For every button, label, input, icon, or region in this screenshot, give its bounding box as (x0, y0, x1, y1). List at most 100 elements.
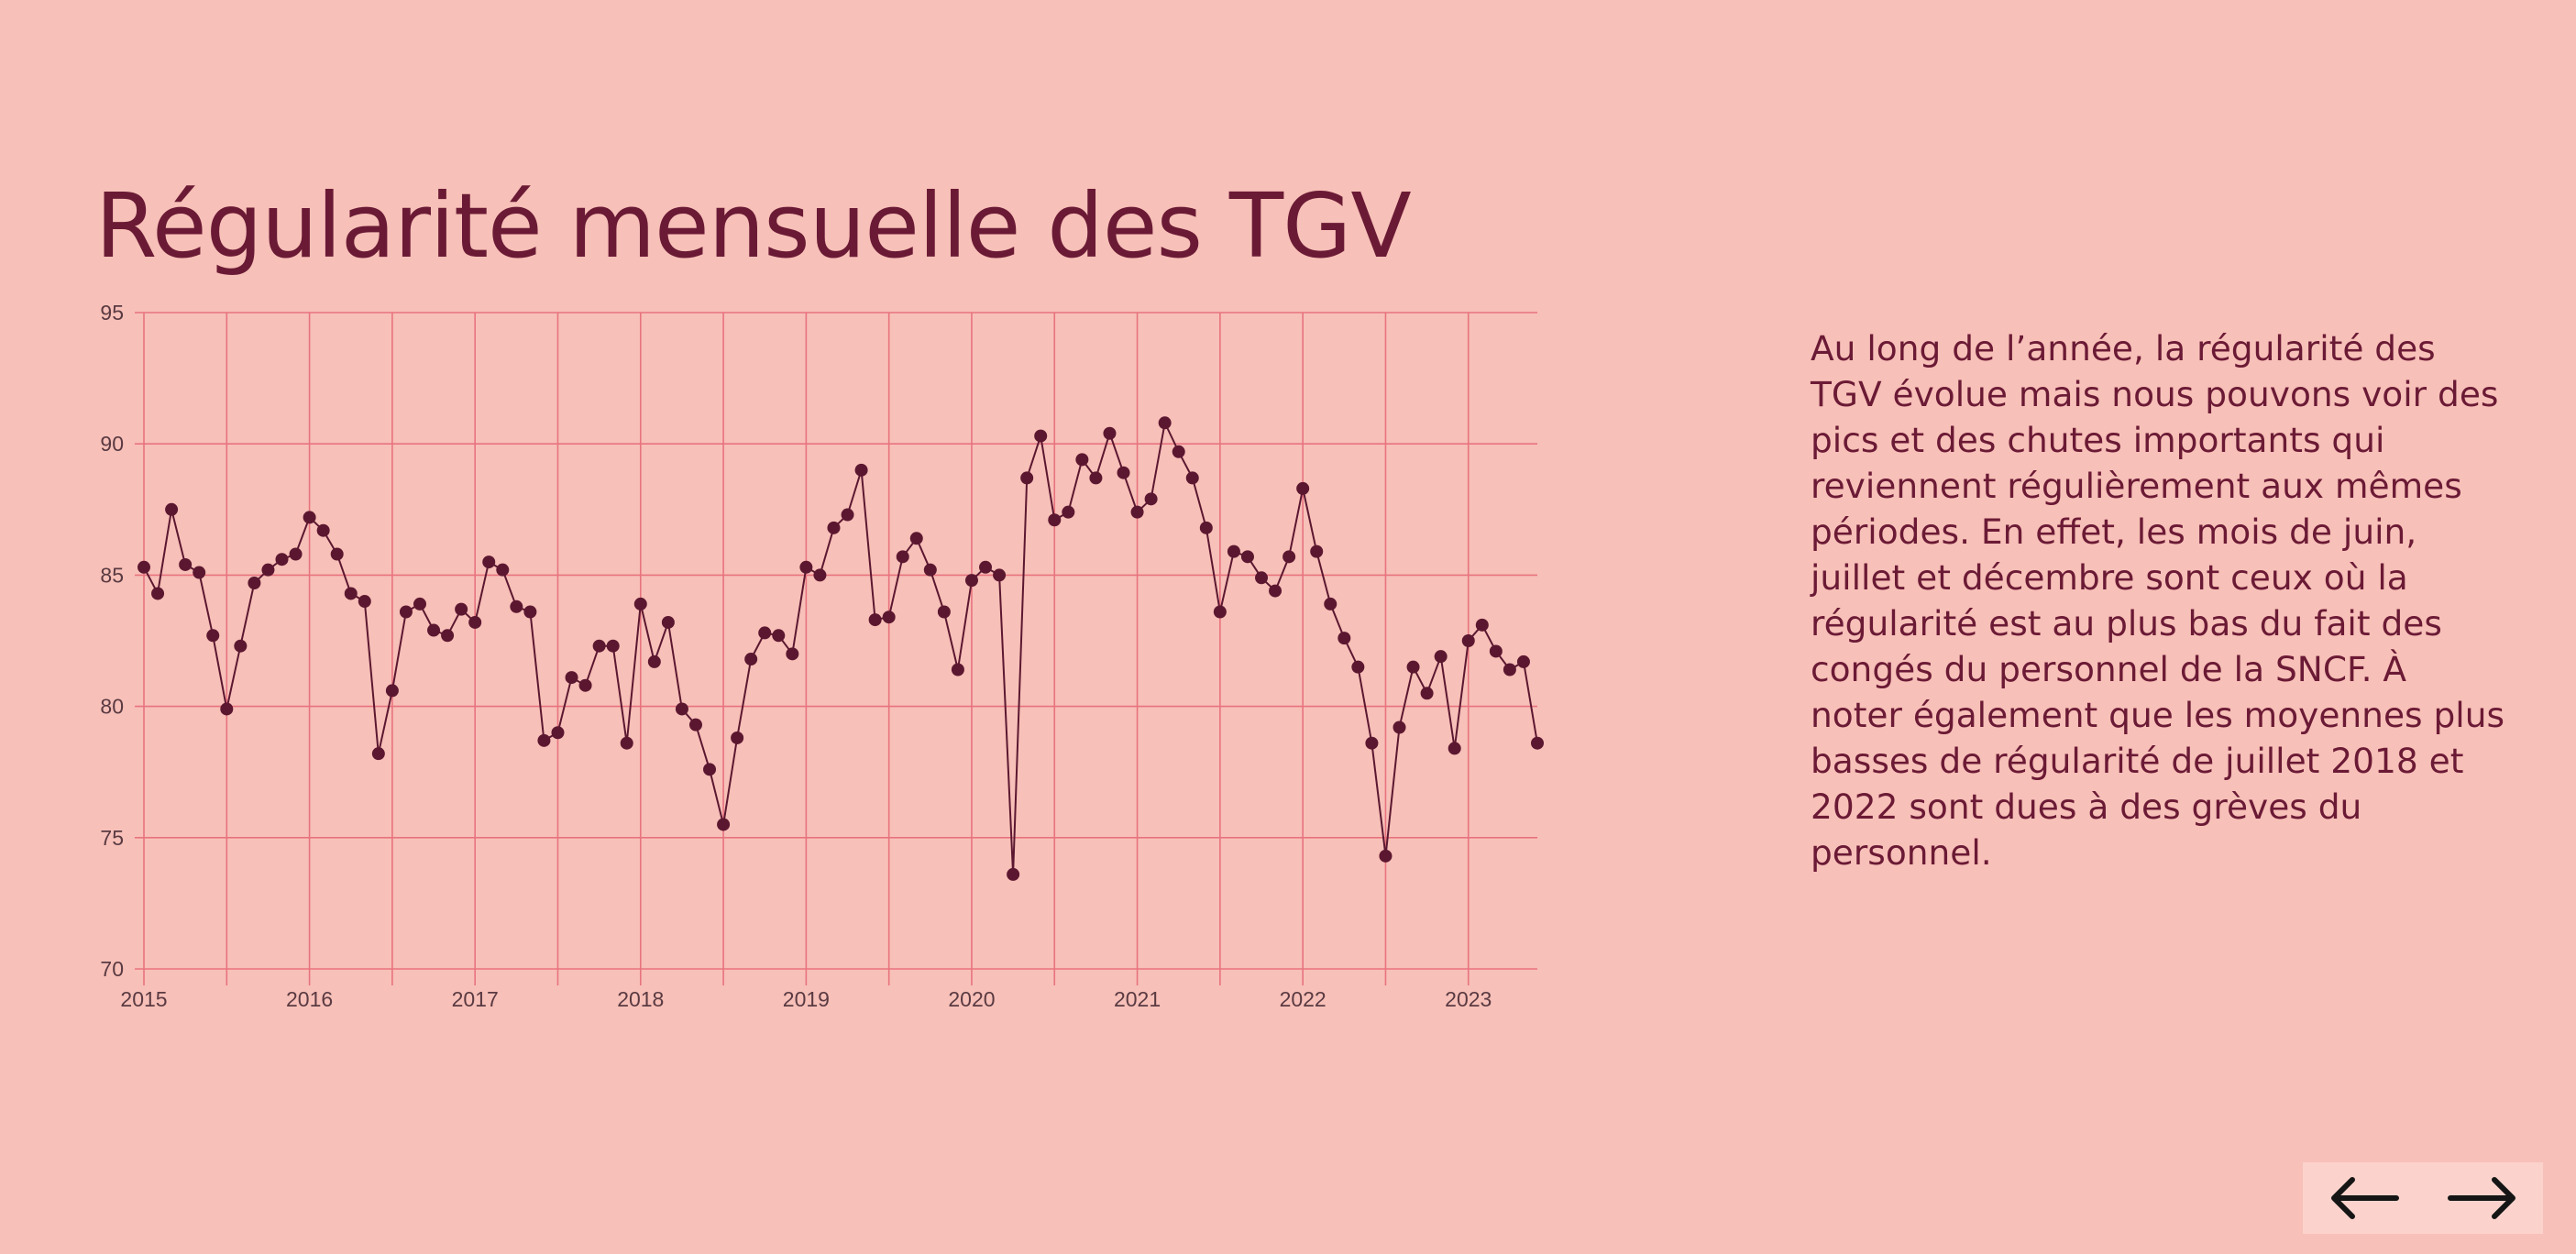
data-point (1158, 416, 1172, 430)
data-point (1434, 650, 1448, 664)
x-tick-label: 2019 (783, 987, 830, 1011)
data-point (964, 574, 978, 588)
data-point (234, 639, 248, 653)
data-point (827, 521, 841, 534)
data-point (1296, 481, 1310, 495)
data-point (441, 629, 455, 643)
data-point (772, 629, 786, 643)
y-tick-label: 85 (100, 563, 124, 587)
data-point (675, 702, 688, 716)
data-point (193, 566, 206, 579)
data-point (303, 511, 316, 524)
data-point (289, 547, 303, 561)
data-point (1324, 597, 1338, 610)
data-point (1503, 663, 1516, 676)
previous-button[interactable] (2322, 1171, 2405, 1226)
data-point (358, 595, 371, 609)
y-tick-label: 95 (100, 301, 124, 324)
data-point (1310, 544, 1324, 558)
data-point (703, 763, 717, 776)
data-point (799, 560, 813, 574)
data-point (344, 587, 358, 600)
data-point (1007, 867, 1020, 881)
data-point (1531, 736, 1544, 750)
data-point (688, 718, 702, 732)
data-point (1351, 660, 1365, 674)
data-point (1282, 550, 1296, 564)
data-point (813, 568, 827, 582)
y-tick-label: 90 (100, 432, 124, 456)
data-point (731, 731, 744, 744)
data-point (551, 726, 565, 740)
next-button[interactable] (2442, 1171, 2525, 1226)
data-point (1199, 521, 1213, 534)
arrow-right-icon (2447, 1177, 2515, 1219)
data-point (1213, 605, 1227, 619)
data-point (1516, 654, 1530, 668)
data-point (261, 563, 275, 577)
data-point (758, 626, 772, 640)
data-point (896, 550, 909, 564)
data-point (1062, 505, 1075, 519)
data-point (1240, 550, 1254, 564)
data-point (399, 605, 413, 619)
data-point (523, 605, 537, 619)
x-tick-label: 2020 (948, 987, 995, 1011)
data-point (993, 568, 1007, 582)
data-point (496, 563, 510, 577)
data-point (455, 602, 468, 616)
data-point (1420, 687, 1434, 700)
data-point (1461, 634, 1475, 647)
data-point (413, 597, 426, 610)
data-point (786, 647, 799, 661)
data-point (1489, 644, 1503, 658)
data-point (1475, 618, 1489, 632)
data-point (647, 654, 661, 668)
x-tick-label: 2021 (1114, 987, 1161, 1011)
x-tick-label: 2018 (617, 987, 664, 1011)
data-point (1075, 453, 1089, 467)
data-point (937, 605, 951, 619)
data-point (841, 508, 854, 522)
data-point (179, 557, 193, 571)
page-title: Régularité mensuelle des TGV (95, 174, 1412, 278)
x-tick-label: 2022 (1280, 987, 1327, 1011)
x-tick-label: 2017 (452, 987, 499, 1011)
data-point (592, 639, 606, 653)
data-point (1130, 505, 1144, 519)
x-axis: 2015 2016 2017 2018 2019 2020 2021 2022 2023 (120, 987, 1492, 1011)
data-point (1103, 426, 1117, 440)
data-point (909, 532, 923, 545)
data-point (744, 653, 758, 666)
data-point (1269, 584, 1282, 598)
data-point (138, 560, 150, 574)
series-group (138, 416, 1544, 881)
data-point (510, 600, 523, 613)
data-point (578, 678, 592, 692)
data-point (979, 560, 993, 574)
data-point (1048, 513, 1062, 527)
data-point (482, 556, 496, 569)
data-point (1393, 720, 1406, 734)
data-point (620, 736, 633, 750)
data-point (468, 615, 482, 629)
data-point (220, 702, 234, 716)
y-tick-label: 75 (100, 826, 124, 850)
data-point (1034, 429, 1048, 443)
data-point (537, 733, 551, 747)
data-point (1406, 660, 1420, 674)
data-point (165, 502, 179, 516)
data-point (1338, 632, 1351, 645)
data-point (951, 663, 964, 676)
data-point (1089, 471, 1103, 485)
data-point (1448, 742, 1461, 755)
data-point (151, 587, 165, 600)
y-tick-label: 70 (100, 957, 124, 981)
data-point (1117, 466, 1130, 479)
y-tick-label: 80 (100, 695, 124, 719)
data-point (275, 553, 289, 566)
data-point (868, 613, 882, 627)
data-point (1020, 471, 1034, 485)
data-point (1365, 736, 1379, 750)
